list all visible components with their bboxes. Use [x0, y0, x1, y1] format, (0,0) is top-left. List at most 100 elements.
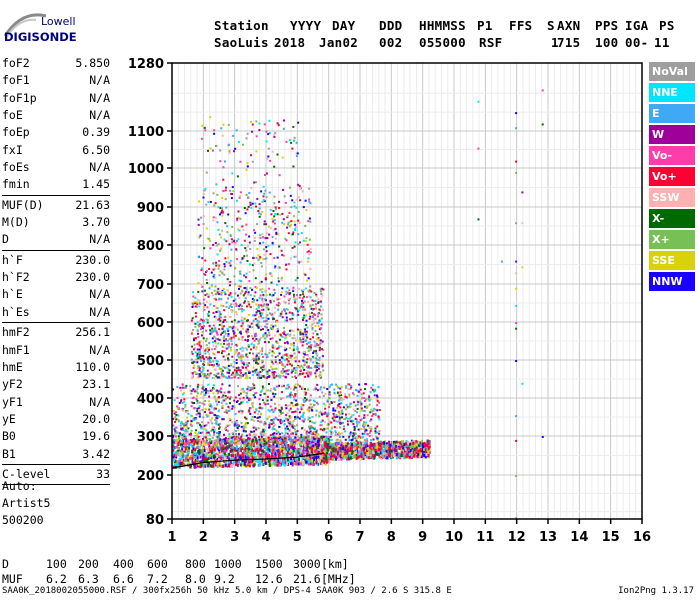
- echo-point: [289, 387, 292, 390]
- echo-point: [356, 407, 359, 410]
- echo-point: [235, 369, 238, 372]
- echo-point: [247, 385, 250, 388]
- echo-point: [305, 430, 308, 433]
- echo-point: [413, 450, 416, 454]
- echo-point: [172, 410, 175, 412]
- echo-point: [281, 357, 284, 360]
- echo-point: [217, 410, 220, 413]
- echo-point: [241, 433, 244, 436]
- echo-point: [352, 441, 355, 445]
- echo-point: [280, 439, 283, 442]
- param-name: B0: [2, 429, 16, 444]
- echo-point: [251, 288, 253, 291]
- echo-point: [200, 440, 203, 444]
- echo-point: [196, 303, 199, 306]
- echo-point: [190, 436, 192, 438]
- echo-point: [424, 455, 427, 459]
- echo-point: [281, 438, 283, 441]
- echo-point: [378, 447, 381, 451]
- echo-point: [247, 344, 250, 347]
- echo-point: [223, 411, 226, 414]
- echo-point: [323, 450, 326, 454]
- echo-point: [205, 429, 208, 432]
- echo-point: [210, 459, 213, 463]
- param-value: N/A: [89, 287, 110, 302]
- echo-point: [376, 394, 378, 397]
- echo-point: [294, 416, 296, 419]
- echo-point: [257, 306, 260, 309]
- echo-point: [403, 451, 406, 455]
- echo-point: [421, 448, 424, 452]
- echo-point: [329, 430, 332, 433]
- echo-point: [302, 340, 305, 343]
- echo-point: [282, 368, 285, 371]
- echo-point: [409, 445, 412, 449]
- echo-point: [272, 454, 275, 458]
- echo-point: [180, 400, 182, 403]
- echo-point: [184, 459, 187, 463]
- echo-point: [173, 454, 176, 458]
- echo-point: [185, 439, 188, 442]
- echo-point: [172, 436, 175, 439]
- echo-point: [198, 320, 201, 322]
- echo-point: [337, 446, 340, 450]
- echo-point: [406, 446, 409, 450]
- echo-point: [310, 443, 313, 447]
- echo-point: [238, 331, 241, 334]
- echo-point: [173, 460, 176, 464]
- echo-point: [235, 313, 238, 316]
- echo-point: [221, 443, 224, 447]
- echo-point: [316, 338, 319, 341]
- echo-point: [294, 458, 297, 462]
- echo-point: [413, 453, 416, 457]
- echo-point: [246, 401, 249, 404]
- echo-point: [254, 314, 257, 317]
- echo-point: [236, 450, 239, 454]
- echo-point: [265, 316, 268, 319]
- echo-point: [324, 437, 327, 441]
- echo-point: [333, 415, 335, 418]
- echo-point: [328, 452, 331, 456]
- echo-point: [196, 434, 199, 437]
- echo-point: [213, 395, 216, 398]
- echo-point: [208, 438, 211, 440]
- header-value: 055000: [419, 35, 466, 50]
- echo-point: [283, 327, 285, 329]
- echo-point: [252, 426, 255, 429]
- echo-point: [306, 347, 309, 350]
- echo-point: [210, 420, 213, 423]
- echo-point: [346, 383, 349, 386]
- echo-point: [220, 370, 223, 373]
- echo-point: [300, 436, 303, 439]
- echo-point: [350, 415, 353, 418]
- echo-point: [316, 401, 318, 404]
- echo-point: [306, 358, 309, 361]
- echo-point: [269, 405, 272, 408]
- echo-point: [280, 291, 283, 294]
- echo-point: [228, 369, 231, 372]
- echo-point: [319, 290, 322, 293]
- echo-point: [296, 416, 299, 419]
- echo-point: [304, 389, 307, 392]
- echo-point: [231, 407, 234, 410]
- echo-point: [307, 341, 310, 344]
- echo-point: [371, 384, 374, 387]
- echo-point: [316, 364, 319, 367]
- echo-point: [231, 448, 233, 452]
- echo-point: [315, 350, 318, 352]
- echo-point: [353, 433, 356, 436]
- echo-point: [224, 428, 226, 430]
- echo-point: [289, 333, 292, 336]
- echo-point: [213, 330, 216, 332]
- echo-point: [372, 409, 375, 412]
- echo-point: [374, 427, 377, 430]
- echo-point: [197, 290, 200, 293]
- echo-point: [282, 419, 285, 422]
- echo-point: [235, 425, 238, 428]
- auto-artist: Artist5: [2, 496, 51, 510]
- echo-point: [245, 434, 248, 437]
- echo-point: [278, 461, 281, 465]
- echo-point: [376, 395, 379, 398]
- echo-point: [179, 452, 182, 455]
- echo-point: [173, 399, 176, 402]
